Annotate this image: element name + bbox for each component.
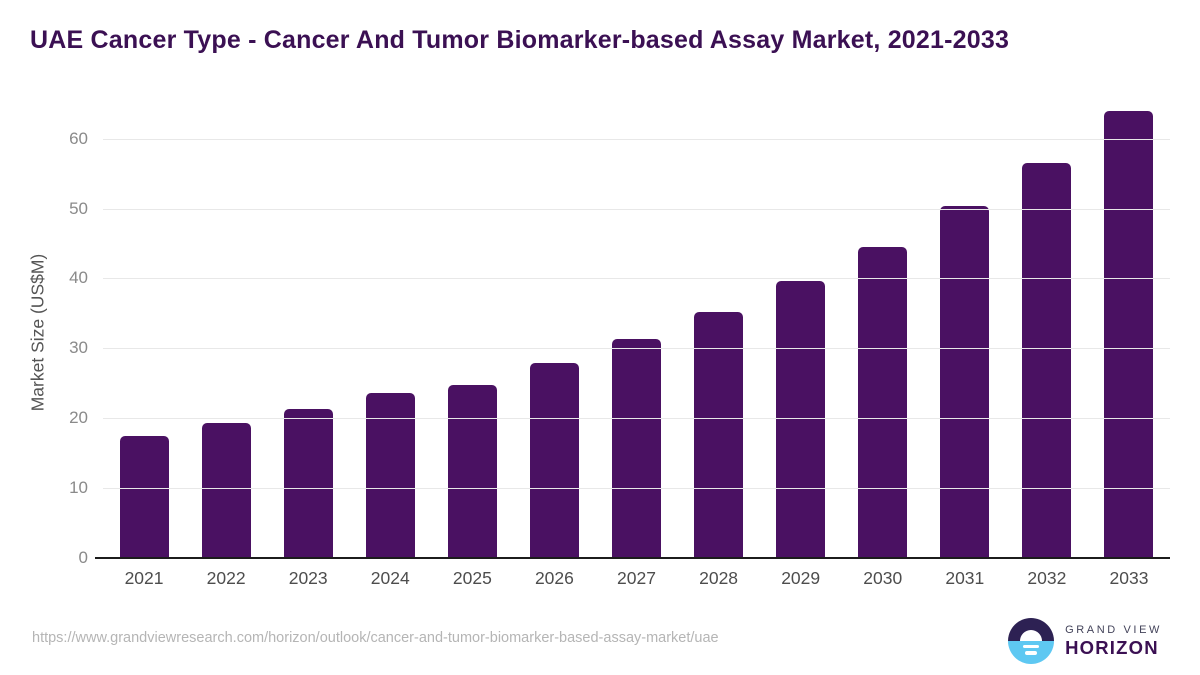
x-tick-label-2030: 2030: [863, 568, 903, 588]
x-tick-label-2026: 2026: [534, 568, 574, 588]
gridline-60: [103, 138, 1170, 140]
x-tick-label-2025: 2025: [452, 568, 492, 588]
bar-slot-2033: [1088, 105, 1170, 558]
x-tick-label-2028: 2028: [699, 568, 739, 588]
bar-2023: [283, 409, 333, 558]
bar-2031: [940, 206, 990, 558]
bar-2027: [612, 338, 661, 558]
logo-text: GRAND VIEW HORIZON: [1065, 624, 1162, 658]
logo-line-horizon: HORIZON: [1065, 636, 1159, 658]
y-tick-label-20: 20: [69, 408, 88, 428]
x-tick-label-2032: 2032: [1027, 568, 1067, 588]
plot-area: [103, 105, 1170, 558]
gridline-40: [103, 278, 1170, 280]
bar-2021: [119, 435, 169, 558]
y-axis-title: Market Size (US$M): [27, 253, 48, 412]
bar-slot-2030: [842, 105, 924, 558]
brand-logo: GRAND VIEW HORIZON: [1008, 618, 1162, 664]
bar-slot-2028: [678, 105, 760, 558]
gridline-30: [103, 348, 1170, 350]
x-tick-label-2033: 2033: [1109, 568, 1149, 588]
bar-2028: [694, 311, 744, 558]
bar-2033: [1104, 110, 1154, 558]
bar-2030: [858, 246, 908, 558]
bar-slot-2021: [103, 105, 185, 558]
y-tick-label-10: 10: [69, 478, 88, 498]
x-tick-label-2023: 2023: [288, 568, 328, 588]
gridline-10: [103, 488, 1170, 490]
x-tick-label-2031: 2031: [945, 568, 985, 588]
wave-shape: [1025, 651, 1038, 655]
gridline-50: [103, 208, 1170, 210]
x-axis-line: [95, 557, 1170, 559]
x-tick-label-2024: 2024: [370, 568, 410, 588]
x-tick-label-2021: 2021: [124, 568, 164, 588]
bar-2024: [365, 393, 415, 558]
wave-shape: [1023, 644, 1040, 648]
bar-2029: [776, 281, 826, 558]
logo-line-grand-view: GRAND VIEW: [1065, 624, 1162, 637]
bar-2026: [529, 362, 579, 558]
y-tick-label-40: 40: [69, 268, 88, 288]
bar-2022: [201, 423, 251, 558]
bar-slot-2024: [349, 105, 431, 558]
x-tick-label-2029: 2029: [781, 568, 821, 588]
source-url: https://www.grandviewresearch.com/horizo…: [32, 630, 719, 646]
bar-slot-2029: [760, 105, 842, 558]
y-tick-label-50: 50: [69, 198, 88, 218]
bar-slot-2023: [267, 105, 349, 558]
chart-title: UAE Cancer Type - Cancer And Tumor Bioma…: [30, 26, 1010, 54]
y-tick-label-30: 30: [69, 338, 88, 358]
bar-slot-2027: [595, 105, 677, 558]
sun-shape: [1020, 630, 1043, 641]
bar-2025: [447, 384, 497, 558]
y-tick-label-0: 0: [78, 548, 88, 567]
y-tick-label-60: 60: [69, 128, 88, 148]
x-tick-label-2027: 2027: [617, 568, 656, 588]
bar-slot-2022: [185, 105, 267, 558]
x-axis-labels: 2021 2022 2023 2024 2025 2026 2027 2028 2029 2030…: [103, 568, 1170, 589]
bars-container: [103, 105, 1170, 558]
gridline-20: [103, 418, 1170, 420]
horizon-sun-icon: [1008, 618, 1055, 664]
x-tick-label-2022: 2022: [206, 568, 246, 588]
bar-slot-2032: [1006, 105, 1088, 558]
bar-slot-2025: [431, 105, 513, 558]
bar-2032: [1022, 163, 1072, 558]
bar-slot-2026: [513, 105, 595, 558]
bar-slot-2031: [924, 105, 1006, 558]
